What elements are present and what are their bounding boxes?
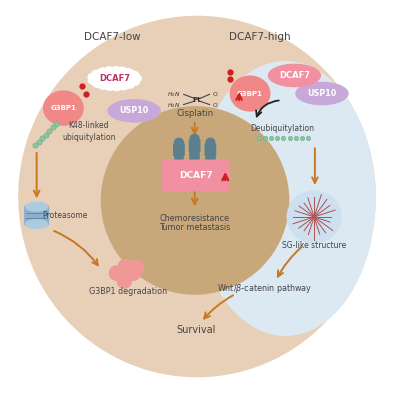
Ellipse shape xyxy=(287,191,341,242)
Text: USP10: USP10 xyxy=(119,107,149,115)
Ellipse shape xyxy=(18,16,376,377)
Ellipse shape xyxy=(108,99,161,123)
Ellipse shape xyxy=(43,90,84,126)
Ellipse shape xyxy=(25,219,48,229)
Ellipse shape xyxy=(101,106,289,295)
FancyBboxPatch shape xyxy=(173,143,185,156)
Text: DCAF7-low: DCAF7-low xyxy=(84,32,141,42)
Ellipse shape xyxy=(230,75,271,112)
Ellipse shape xyxy=(117,273,132,289)
Ellipse shape xyxy=(128,259,144,275)
Ellipse shape xyxy=(174,138,184,148)
Ellipse shape xyxy=(205,138,216,148)
Text: K48-linked
ubiquitylation: K48-linked ubiquitylation xyxy=(62,121,116,142)
FancyBboxPatch shape xyxy=(162,160,230,192)
Text: G3BP1 degradation: G3BP1 degradation xyxy=(89,287,167,296)
Ellipse shape xyxy=(109,265,124,281)
Text: Cl: Cl xyxy=(212,103,218,108)
Text: G3BP1: G3BP1 xyxy=(50,105,76,111)
Text: Wnt/$\beta$-catenin pathway: Wnt/$\beta$-catenin pathway xyxy=(217,282,312,296)
Ellipse shape xyxy=(268,64,321,87)
Text: Cisplatin: Cisplatin xyxy=(176,109,213,118)
Ellipse shape xyxy=(88,67,141,90)
FancyBboxPatch shape xyxy=(189,140,201,152)
Text: DCAF7-high: DCAF7-high xyxy=(229,32,291,42)
FancyBboxPatch shape xyxy=(204,143,216,156)
Ellipse shape xyxy=(118,259,133,274)
FancyBboxPatch shape xyxy=(24,205,49,226)
Text: Proteasome: Proteasome xyxy=(43,211,88,220)
Text: Chemoresistance: Chemoresistance xyxy=(160,214,230,223)
Text: G3BP1: G3BP1 xyxy=(237,90,263,97)
Text: DCAF7: DCAF7 xyxy=(99,74,130,83)
Text: Tumor metastasis: Tumor metastasis xyxy=(159,223,230,232)
Ellipse shape xyxy=(195,61,376,336)
Text: SG-like structure: SG-like structure xyxy=(282,241,346,250)
Ellipse shape xyxy=(295,82,349,105)
Text: $H_2N$: $H_2N$ xyxy=(167,90,181,99)
Ellipse shape xyxy=(25,202,48,212)
Text: Deubiquitylation: Deubiquitylation xyxy=(251,124,315,133)
Ellipse shape xyxy=(125,265,141,281)
Text: Cl: Cl xyxy=(212,92,218,97)
Text: $H_2N$: $H_2N$ xyxy=(167,101,181,110)
Text: USP10: USP10 xyxy=(307,89,336,98)
Text: Pt: Pt xyxy=(192,97,201,103)
Text: DCAF7: DCAF7 xyxy=(179,171,213,180)
Text: Survival: Survival xyxy=(176,325,216,335)
Text: DCAF7: DCAF7 xyxy=(279,71,310,80)
Ellipse shape xyxy=(190,134,200,144)
